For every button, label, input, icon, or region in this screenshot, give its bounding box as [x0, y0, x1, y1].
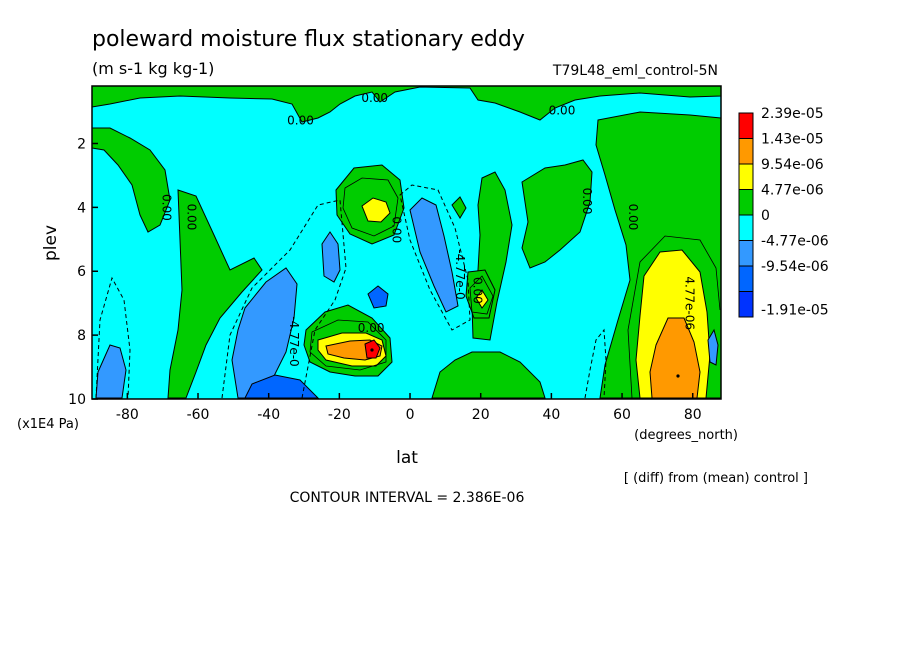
contour-label: 0.00 — [358, 321, 385, 335]
contour-label: -4.77e-0 — [287, 316, 301, 366]
x-tick-label: 60 — [613, 407, 631, 423]
y-axis-units: (x1E4 Pa) — [17, 417, 79, 432]
legend-swatch — [738, 163, 754, 190]
legend-swatch — [738, 214, 754, 241]
contour-labels: 0.00 0.00 0.00 0.00 0.00 0.00 0.00 0.00 0.00 0.00… — [160, 91, 697, 367]
legend-swatch — [738, 240, 754, 267]
legend-label: 9.54e-06 — [761, 157, 824, 173]
region-40n-positive — [521, 159, 593, 269]
color-legend: 2.39e-05 1.43e-05 9.54e-06 4.77e-06 0 -4.77e-… — [738, 106, 829, 318]
legend-label: -1.91e-05 — [761, 302, 829, 318]
legend-swatch — [738, 265, 754, 292]
y-axis-label: plev — [41, 225, 61, 261]
legend-label: 1.43e-05 — [761, 132, 824, 148]
contour-dashed-2 — [221, 199, 347, 399]
contour-label: 0.00 — [361, 91, 388, 105]
contour-label: 0.00 — [287, 113, 314, 127]
x-tick-label: -40 — [257, 407, 280, 423]
contour-label: 0.00 — [626, 204, 640, 231]
x-tick-label: -60 — [187, 407, 210, 423]
contour-solid-1 — [627, 235, 721, 399]
x-axis-label: lat — [396, 448, 418, 468]
contour-dashed-1 — [95, 276, 131, 399]
contour-dashed-4 — [584, 328, 607, 399]
region-right-orange — [649, 317, 701, 399]
region-far-north-negative — [707, 328, 719, 366]
x-axis: -80 -60 -40 -20 0 20 40 60 80 — [116, 393, 702, 423]
region-south-negative-2 — [244, 374, 320, 399]
x-tick-label: 80 — [684, 407, 702, 423]
contour-label: 0.00 — [389, 216, 403, 243]
region-right-small-yellow — [475, 289, 489, 309]
contour-field — [92, 86, 721, 399]
region-upper-yellow — [361, 197, 391, 223]
y-tick-label: 10 — [68, 392, 86, 408]
region-left-positive — [92, 127, 171, 233]
y-axis: 2 4 6 8 10 — [68, 136, 98, 408]
region-top-positive — [92, 86, 721, 123]
legend-swatch — [738, 112, 754, 139]
x-tick-label: 0 — [406, 407, 415, 423]
contour-label: 0.00 — [471, 277, 485, 304]
contour-label: 4.77e-06 — [683, 276, 697, 330]
x-tick-label: -80 — [116, 407, 139, 423]
legend-label: 4.77e-06 — [761, 183, 824, 199]
x-tick-label: -20 — [328, 407, 351, 423]
contour-solid-3 — [309, 319, 387, 371]
contour-label: 0.00 — [580, 188, 594, 215]
y-tick-label: 6 — [77, 264, 86, 280]
contour-label: 0.00 — [160, 194, 174, 221]
contour-label: -4.77e-0 — [453, 249, 467, 299]
y-tick-label: 4 — [77, 200, 86, 216]
region-center-negative-2 — [321, 231, 341, 283]
legend-label: -9.54e-06 — [761, 259, 829, 275]
y-tick-label: 2 — [77, 136, 86, 152]
legend-label: 2.39e-05 — [761, 106, 824, 122]
diff-note: [ (diff) from (mean) control ] — [624, 471, 808, 486]
legend-swatch — [738, 138, 754, 165]
x-tick-label: 20 — [472, 407, 490, 423]
x-axis-units: (degrees_north) — [634, 428, 738, 443]
chart-units: (m s-1 kg kg-1) — [92, 59, 214, 78]
legend-swatch — [738, 189, 754, 216]
chart-title: poleward moisture flux stationary eddy — [92, 27, 525, 52]
region-center-negative-1 — [409, 197, 459, 313]
region-south-negative-1 — [231, 267, 298, 399]
contour-dashed-3 — [399, 184, 471, 331]
max-marker-south — [370, 348, 374, 352]
region-small-positive-1 — [451, 196, 467, 219]
region-left-center-positive — [167, 189, 263, 399]
contour-solid-4 — [469, 275, 494, 315]
contour-solid-2 — [342, 177, 399, 237]
max-marker-north — [676, 374, 680, 378]
legend-label: 0 — [761, 208, 770, 224]
plot-frame — [91, 85, 722, 400]
x-tick-label: 40 — [542, 407, 560, 423]
region-center-negative-3 — [367, 285, 389, 309]
legend-swatch — [738, 291, 754, 318]
legend-label: -4.77e-06 — [761, 234, 829, 250]
run-label: T79L48_eml_control-5N — [552, 63, 718, 79]
contour-label: 0.00 — [184, 204, 198, 231]
contour-label: 0.00 — [549, 104, 576, 118]
contour-interval: CONTOUR INTERVAL = 2.386E-06 — [290, 490, 525, 506]
y-tick-label: 8 — [77, 328, 86, 344]
region-bottom-center-positive — [431, 351, 546, 399]
